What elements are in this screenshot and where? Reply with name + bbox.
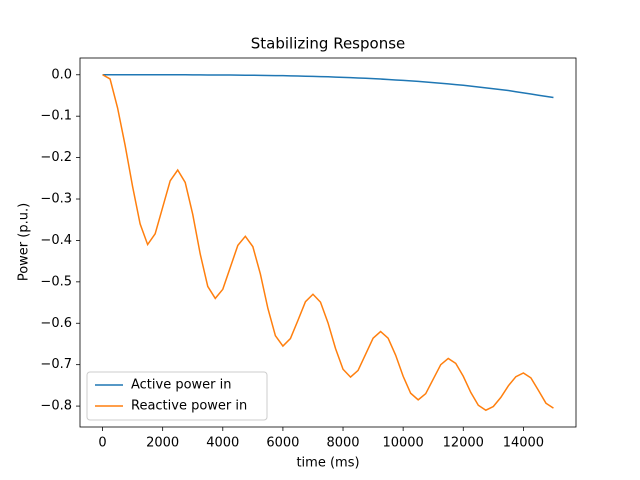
line	[102, 74, 554, 99]
y-tick-label: −0.8	[40, 399, 72, 414]
x-tick-label: 8000	[326, 436, 359, 451]
y-tick-label: −0.2	[40, 150, 72, 165]
x-tick-label: 4000	[206, 436, 239, 451]
y-tick-label: −0.7	[40, 357, 72, 372]
y-tick-label: −0.1	[40, 109, 72, 124]
x-axis-label: time (ms)	[296, 456, 359, 471]
line	[102, 74, 554, 412]
y-tick-label: −0.3	[40, 192, 72, 207]
x-tick-label: 14000	[503, 436, 544, 451]
x-tick-label: 2000	[146, 436, 179, 451]
y-axis-label: Power (p.u.)	[17, 203, 32, 281]
x-tick-label: 10000	[382, 436, 423, 451]
x-tick-label: 0	[98, 436, 106, 451]
x-tick-label: 12000	[443, 436, 484, 451]
y-tick-label: −0.5	[40, 274, 72, 289]
legend-box	[86, 371, 268, 421]
y-tick-label: 0.0	[51, 67, 72, 82]
y-tick-label: −0.6	[40, 316, 72, 331]
legend-label: Reactive power in	[131, 399, 247, 414]
chart-title: Stabilizing Response	[251, 35, 406, 53]
y-tick-label: −0.4	[40, 233, 72, 248]
plot-frame	[79, 57, 577, 428]
legend-label: Active power in	[131, 378, 232, 393]
x-tick-label: 6000	[266, 436, 299, 451]
